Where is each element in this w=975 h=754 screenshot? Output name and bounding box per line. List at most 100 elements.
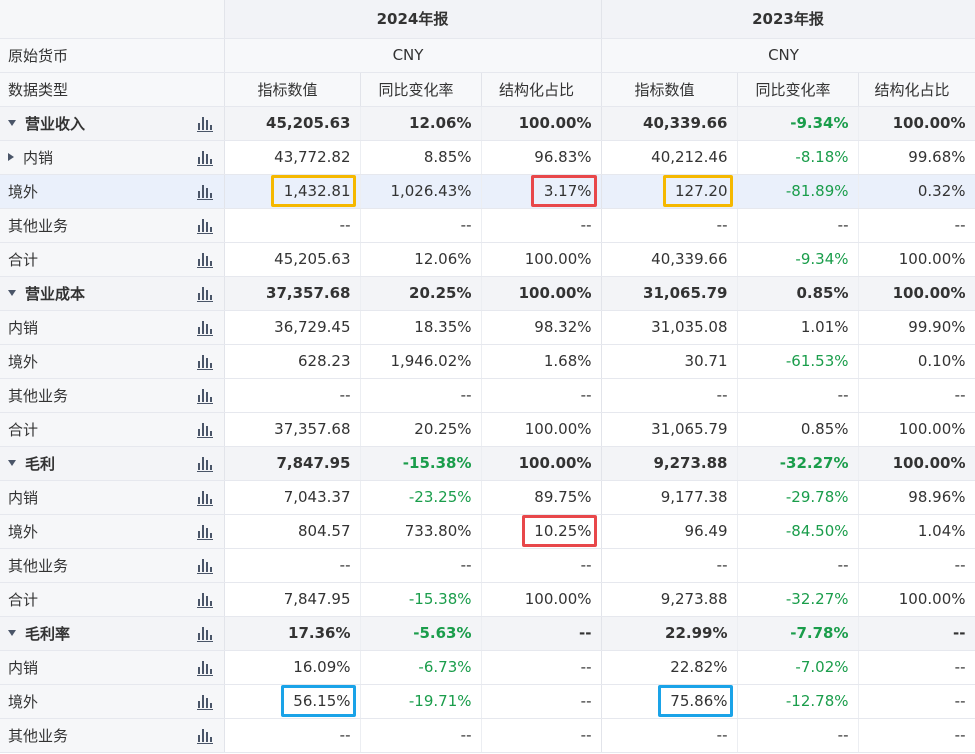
row-label: 毛利率 bbox=[25, 624, 71, 643]
value-cell: -- bbox=[858, 616, 975, 651]
table-row: 境外 56.15% -19.71% -- 75.86% -12.78% -- bbox=[0, 684, 975, 719]
value-cell: 7,847.95 bbox=[224, 582, 361, 617]
row-label-cell[interactable]: 其他业务 bbox=[0, 718, 225, 753]
value-cell: -- bbox=[858, 684, 975, 719]
bar-chart-icon[interactable] bbox=[196, 524, 213, 540]
value-cell: 30.71 bbox=[601, 344, 738, 379]
bar-chart-icon[interactable] bbox=[196, 456, 213, 472]
row-label-cell[interactable]: 内销 bbox=[0, 480, 225, 515]
row-label-cell[interactable]: 内销 bbox=[0, 650, 225, 685]
column-header[interactable]: 结构化占比 bbox=[481, 72, 602, 107]
bar-chart-icon[interactable] bbox=[196, 388, 213, 404]
value-cell: 18.35% bbox=[360, 310, 482, 345]
column-header[interactable]: 结构化占比 bbox=[858, 72, 975, 107]
row-label: 内销 bbox=[8, 318, 39, 337]
value-cell: -- bbox=[601, 208, 738, 243]
row-label-cell[interactable]: 合计 bbox=[0, 412, 225, 447]
value-cell: -61.53% bbox=[737, 344, 859, 379]
value-cell: -- bbox=[858, 548, 975, 583]
row-label-cell[interactable]: 内销 bbox=[0, 140, 225, 175]
row-label: 境外 bbox=[8, 522, 39, 541]
value-cell: -84.50% bbox=[737, 514, 859, 549]
bar-chart-icon[interactable] bbox=[196, 252, 213, 268]
bar-chart-icon[interactable] bbox=[196, 490, 213, 506]
value-cell: 40,339.66 bbox=[601, 242, 738, 277]
row-label-cell[interactable]: 毛利 bbox=[0, 446, 225, 481]
value-cell: 7,847.95 bbox=[224, 446, 361, 481]
value-cell: 75.86% bbox=[601, 684, 738, 719]
row-label: 内销 bbox=[8, 488, 39, 507]
value-cell: -15.38% bbox=[360, 582, 482, 617]
expand-caret-icon[interactable] bbox=[8, 153, 14, 161]
value-cell: -7.02% bbox=[737, 650, 859, 685]
value-cell: -- bbox=[601, 378, 738, 413]
value-cell: -15.38% bbox=[360, 446, 482, 481]
value-cell: 3.17% bbox=[481, 174, 602, 209]
row-label-cell[interactable]: 其他业务 bbox=[0, 208, 225, 243]
row-label-cell[interactable]: 境外 bbox=[0, 344, 225, 379]
bar-chart-icon[interactable] bbox=[196, 150, 213, 166]
year-header-2023: 2023年报 bbox=[601, 0, 975, 39]
bar-chart-icon[interactable] bbox=[196, 422, 213, 438]
row-label: 合计 bbox=[8, 420, 39, 439]
column-header[interactable]: 指标数值 bbox=[601, 72, 738, 107]
bar-chart-icon[interactable] bbox=[196, 626, 213, 642]
value-cell: 804.57 bbox=[224, 514, 361, 549]
row-label-cell[interactable]: 合计 bbox=[0, 242, 225, 277]
bar-chart-icon[interactable] bbox=[196, 286, 213, 302]
bar-chart-icon[interactable] bbox=[196, 320, 213, 336]
value-cell: 7,043.37 bbox=[224, 480, 361, 515]
bar-chart-icon[interactable] bbox=[196, 184, 213, 200]
value-cell: 10.25% bbox=[481, 514, 602, 549]
currency-2024: CNY bbox=[224, 38, 602, 73]
value-cell: -19.71% bbox=[360, 684, 482, 719]
row-label-cell[interactable]: 内销 bbox=[0, 310, 225, 345]
row-label-cell[interactable]: 合计 bbox=[0, 582, 225, 617]
value-cell: -- bbox=[737, 208, 859, 243]
value-cell: -29.78% bbox=[737, 480, 859, 515]
row-label: 境外 bbox=[8, 352, 39, 371]
collapse-caret-icon[interactable] bbox=[8, 290, 16, 296]
bar-chart-icon[interactable] bbox=[196, 218, 213, 234]
row-label-cell[interactable]: 其他业务 bbox=[0, 548, 225, 583]
value-cell: 37,357.68 bbox=[224, 412, 361, 447]
value-cell: 100.00% bbox=[481, 276, 602, 311]
bar-chart-icon[interactable] bbox=[196, 592, 213, 608]
value-cell: 89.75% bbox=[481, 480, 602, 515]
row-label-cell[interactable]: 营业成本 bbox=[0, 276, 225, 311]
row-label-cell[interactable]: 境外 bbox=[0, 514, 225, 549]
row-label-cell[interactable]: 毛利率 bbox=[0, 616, 225, 651]
bar-chart-icon[interactable] bbox=[196, 660, 213, 676]
currency-2023: CNY bbox=[601, 38, 975, 73]
collapse-caret-icon[interactable] bbox=[8, 460, 16, 466]
bar-chart-icon[interactable] bbox=[196, 116, 213, 132]
bar-chart-icon[interactable] bbox=[196, 558, 213, 574]
value-cell: 22.82% bbox=[601, 650, 738, 685]
column-header[interactable]: 同比变化率 bbox=[360, 72, 482, 107]
value-cell: 20.25% bbox=[360, 276, 482, 311]
value-cell: 12.06% bbox=[360, 242, 482, 277]
collapse-caret-icon[interactable] bbox=[8, 630, 16, 636]
value-cell: 0.32% bbox=[858, 174, 975, 209]
value-cell: 100.00% bbox=[481, 242, 602, 277]
bar-chart-icon[interactable] bbox=[196, 728, 213, 744]
collapse-caret-icon[interactable] bbox=[8, 120, 16, 126]
value-cell: -9.34% bbox=[737, 242, 859, 277]
table-row: 境外 804.57 733.80% 10.25% 96.49 -84.50% 1.04% bbox=[0, 514, 975, 549]
column-header[interactable]: 指标数值 bbox=[224, 72, 361, 107]
value-cell: 16.09% bbox=[224, 650, 361, 685]
row-label-cell[interactable]: 其他业务 bbox=[0, 378, 225, 413]
row-label-cell[interactable]: 境外 bbox=[0, 684, 225, 719]
bar-chart-icon[interactable] bbox=[196, 694, 213, 710]
bar-chart-icon[interactable] bbox=[196, 354, 213, 370]
currency-label: 原始货币 bbox=[0, 38, 225, 73]
column-header[interactable]: 同比变化率 bbox=[737, 72, 859, 107]
value-cell: 40,339.66 bbox=[601, 106, 738, 141]
row-label-cell[interactable]: 境外 bbox=[0, 174, 225, 209]
value-cell: 45,205.63 bbox=[224, 106, 361, 141]
table-row: 其他业务 -- -- -- -- -- -- bbox=[0, 718, 975, 753]
row-label: 毛利 bbox=[25, 454, 56, 473]
row-label-cell[interactable]: 营业收入 bbox=[0, 106, 225, 141]
value-cell: 17.36% bbox=[224, 616, 361, 651]
